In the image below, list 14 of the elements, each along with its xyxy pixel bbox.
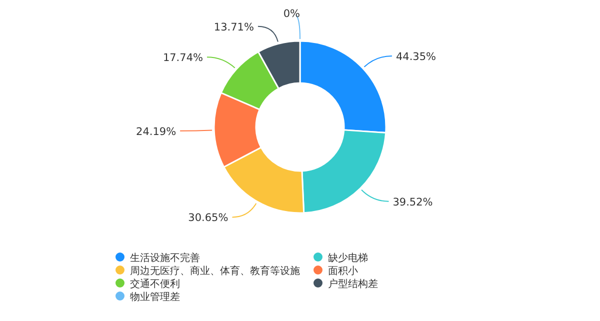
data-label: 13.71% bbox=[214, 21, 254, 34]
legend-label: 物业管理差 bbox=[130, 291, 180, 303]
data-label: 24.19% bbox=[136, 126, 176, 138]
legend-label: 周边无医疗、商业、体育、教育等设施 bbox=[130, 265, 300, 277]
legend-label: 生活设施不完善 bbox=[130, 252, 200, 264]
data-label: 39.52% bbox=[392, 196, 433, 208]
legend-label: 户型结构差 bbox=[328, 278, 378, 290]
data-label: 17.74% bbox=[162, 52, 204, 64]
data-label: 30.65% bbox=[188, 212, 228, 224]
data-label: 44.35% bbox=[396, 50, 436, 63]
legend-label: 缺少电梯 bbox=[328, 252, 368, 264]
text: 0% bbox=[283, 8, 300, 20]
legend-label: 交通不便利 bbox=[130, 278, 180, 290]
legend-label: 面积小 bbox=[328, 265, 358, 277]
